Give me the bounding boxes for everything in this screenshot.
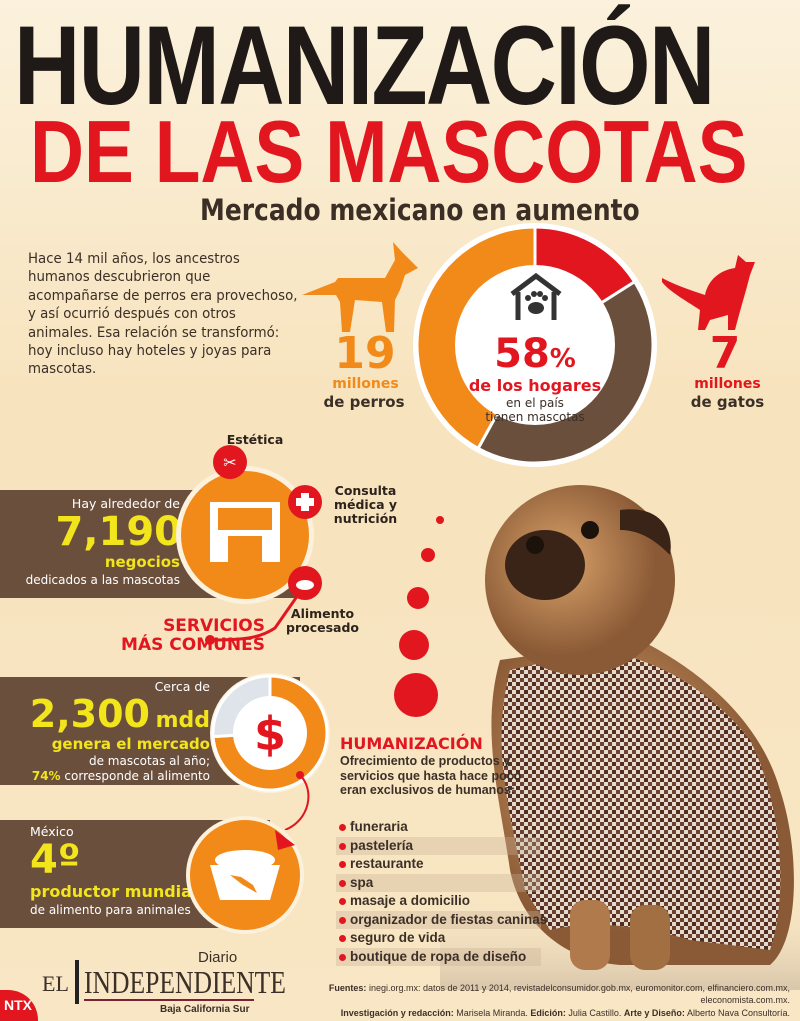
service-alimento: Alimento procesado — [286, 606, 359, 635]
cats-label: de gatos — [690, 393, 765, 411]
business-number: 7,190 — [55, 509, 182, 555]
producer-line2: de alimento para animales — [30, 903, 191, 917]
business-pre: Hay alrededor de — [71, 496, 180, 511]
market-percent: 74% — [31, 769, 61, 783]
footer-credits: Investigación y redacción: Marisela Mira… — [340, 1008, 790, 1018]
market-unit: mdd — [155, 708, 210, 733]
arrow-head-icon — [275, 830, 295, 850]
angel-icon — [75, 960, 79, 1004]
logo-el: EL — [42, 971, 69, 996]
services-title1: SERVICIOS — [163, 616, 265, 636]
dollar-icon: $ — [254, 707, 286, 761]
services-diagram: ✂ — [176, 445, 322, 645]
humanization-list: funeraria pastelería restaurante spa mas… — [336, 818, 547, 966]
dog-icon — [302, 242, 418, 332]
business-post: dedicados a las mascotas — [25, 573, 180, 587]
market-pre: Cerca de — [154, 679, 210, 694]
cats-unit: millones — [694, 376, 761, 392]
list-item: restaurante — [336, 855, 541, 874]
households-line1: de los hogares — [468, 376, 602, 395]
scissors-icon — [213, 445, 247, 479]
decorative-dots — [394, 516, 444, 717]
logo-region: Baja California Sur — [160, 1004, 250, 1015]
market-donut: $ — [210, 673, 330, 830]
humanization-title: HUMANIZACIÓN — [340, 734, 483, 753]
list-item: masaje a domicilio — [336, 892, 541, 911]
ntx-logo: NTX — [0, 990, 38, 1021]
humanization-desc: Ofrecimiento de productos y servicios qu… — [340, 754, 522, 797]
svg-text:✂: ✂ — [223, 453, 236, 472]
service-consulta: Consulta médica y nutrición — [333, 483, 398, 526]
producer-rank: 4º — [30, 837, 81, 883]
market-line2: de mascotas al año; — [88, 754, 210, 768]
dogs-number: 19 — [334, 328, 396, 379]
producer-line1: productor mundial — [30, 882, 198, 901]
logo-diario: Diario — [198, 949, 238, 966]
list-item: seguro de vida — [336, 929, 541, 948]
producer-pre: México — [30, 824, 74, 839]
services-title2: MÁS COMUNES — [121, 635, 265, 655]
list-item: pastelería — [336, 836, 541, 855]
dogs-unit: millones — [332, 376, 399, 392]
business-unit: negocios — [104, 553, 180, 571]
percent-sign: % — [549, 344, 576, 374]
households-donut — [413, 223, 657, 467]
market-line1: genera el mercado — [51, 735, 210, 753]
cats-number: 7 — [709, 328, 741, 379]
title-line2: DE LAS MASCOTAS — [30, 102, 748, 201]
list-item: organizador de fiestas caninas — [336, 910, 547, 929]
households-line2: en el país — [506, 396, 564, 410]
list-item: funeraria — [336, 818, 541, 837]
list-item: spa — [336, 873, 541, 892]
market-number: 2,300 — [29, 692, 150, 736]
food-bowl-mexico-icon — [186, 816, 304, 934]
pet-house-icon — [510, 272, 562, 320]
service-estetica: Estética — [226, 432, 284, 447]
intro-text: Hace 14 mil años, los ancestros humanos … — [28, 251, 298, 378]
subtitle: Mercado mexicano en aumento — [200, 193, 640, 227]
footer-sources: Fuentes: inegi.org.mx: datos de 2011 y 2… — [328, 983, 790, 1005]
households-percent: 58 — [494, 331, 550, 377]
list-item: boutique de ropa de diseño — [336, 947, 541, 966]
pug-photo — [440, 485, 800, 990]
cat-icon — [662, 255, 755, 330]
households-line3: tienen mascotas — [485, 410, 585, 424]
market-line3: corresponde al alimento — [64, 769, 210, 783]
logo-name: INDEPENDIENTE — [84, 964, 286, 1000]
title-line1: HUMANIZACIÓN — [14, 3, 715, 128]
dogs-label: de perros — [323, 393, 405, 411]
